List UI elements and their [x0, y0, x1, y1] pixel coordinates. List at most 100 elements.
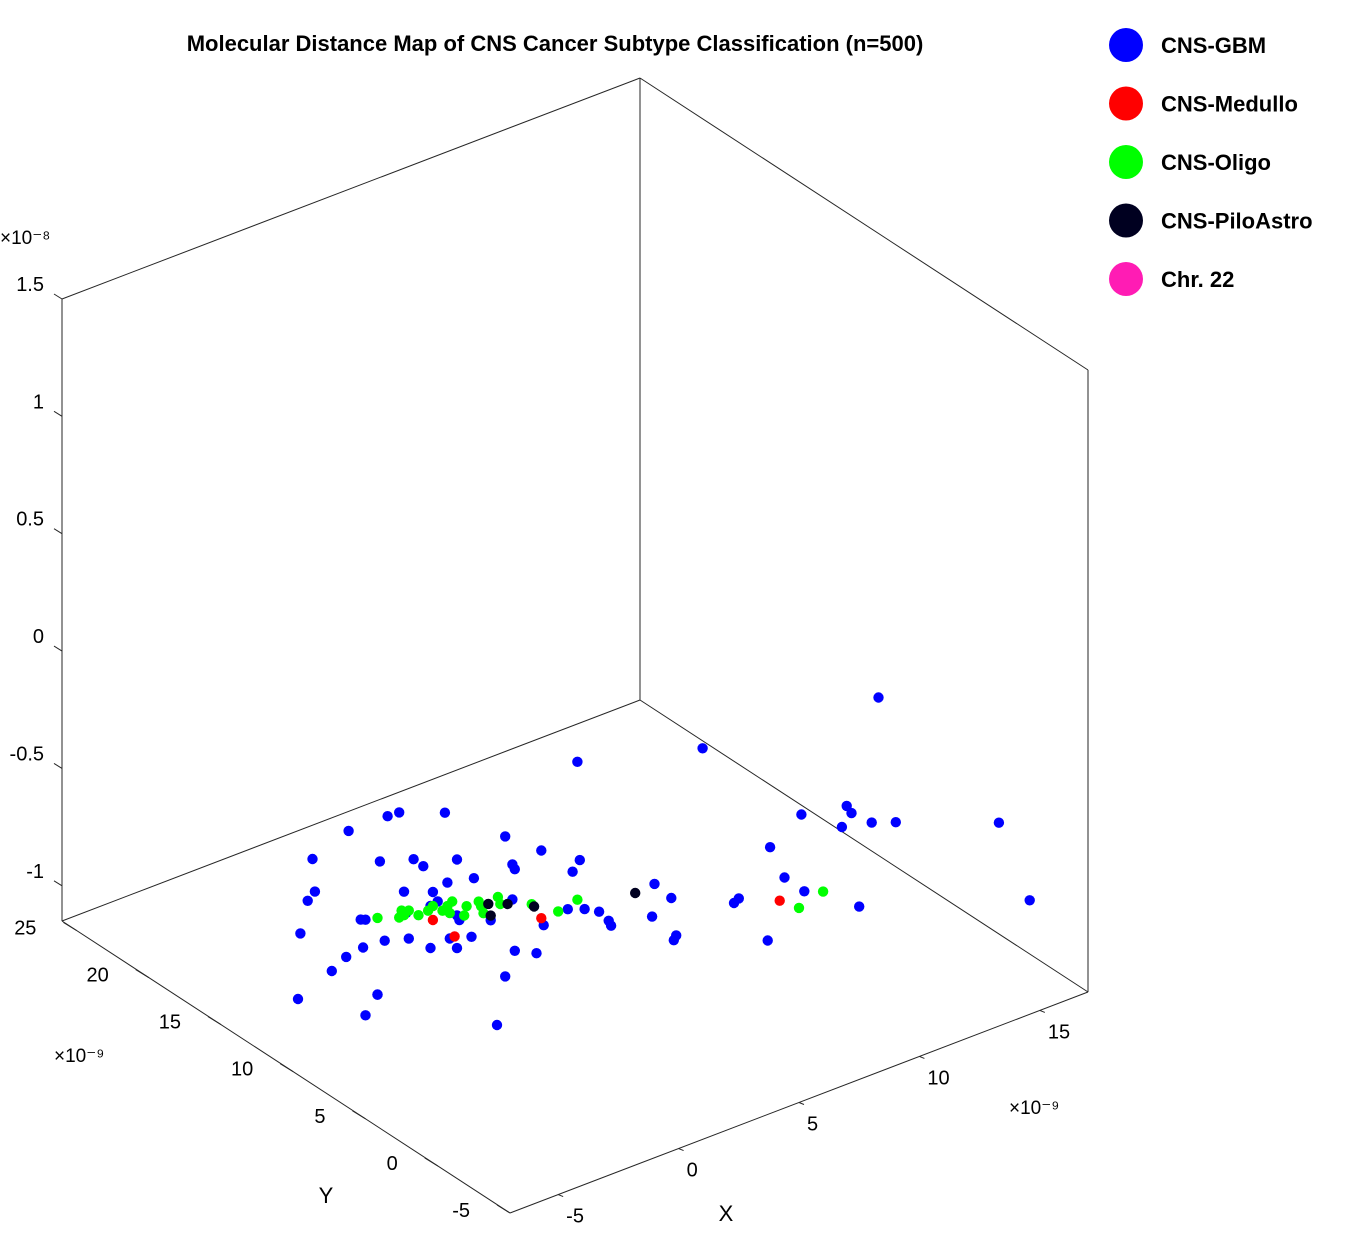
point-0-59	[292, 993, 304, 1005]
box-edge-8	[639, 77, 1089, 371]
point-0-76	[425, 942, 436, 954]
chart-title: Molecular Distance Map of CNS Cancer Sub…	[187, 31, 924, 56]
point-0-26	[394, 807, 405, 818]
point-0-61	[468, 873, 480, 884]
point-2-17	[553, 906, 564, 917]
legend-label-2: CNS-Oligo	[1161, 150, 1271, 175]
z-0.5-tick	[53, 528, 63, 535]
point-0-44	[531, 948, 542, 959]
x-0-tick-label: 0	[687, 1160, 698, 1182]
point-2-8	[444, 907, 455, 919]
point-0-74	[666, 892, 677, 904]
point-2-6	[403, 905, 414, 916]
point-0-4	[866, 817, 877, 828]
legend-label-4: Chr. 22	[1161, 267, 1234, 292]
legend-label-0: CNS-GBM	[1161, 33, 1266, 58]
point-0-25	[439, 807, 451, 818]
point-0-29	[309, 886, 321, 897]
y-15-tick-label: 15	[159, 1012, 181, 1034]
point-0-45	[536, 845, 547, 856]
point-2-23	[459, 910, 470, 921]
x-15-tick	[1039, 1009, 1046, 1013]
point-0-12	[799, 886, 810, 897]
y-0-tick	[424, 1157, 439, 1167]
point-0-52	[466, 931, 477, 942]
z-1-tick	[53, 410, 63, 417]
x-10-tick	[919, 1055, 925, 1059]
point-0-14	[728, 897, 740, 909]
z-1.5-tick-label: 1.5	[16, 274, 44, 296]
z-1.5-tick	[53, 293, 63, 300]
point-2-2	[572, 894, 583, 905]
axes-box	[61, 77, 1089, 1214]
legend-marker-1	[1109, 86, 1143, 121]
point-0-23	[307, 853, 318, 865]
y-axis-label: Y	[319, 1183, 334, 1208]
box-edge-2	[639, 699, 1089, 993]
point-3-3	[528, 901, 540, 912]
z-0-tick	[53, 645, 63, 652]
point-0-37	[379, 935, 390, 946]
y--5-tick	[496, 1204, 511, 1214]
point-0-67	[408, 854, 419, 865]
x-axis-label: X	[719, 1201, 734, 1226]
point-0-9	[796, 809, 807, 820]
point-0-2	[993, 817, 1005, 828]
point-0-70	[403, 933, 414, 944]
box-edge-7	[61, 77, 641, 300]
point-1-2	[536, 913, 547, 924]
x-axis-exponent: ×10⁻⁹	[1009, 1098, 1059, 1119]
z-axis-exponent: ×10⁻⁸	[0, 228, 50, 249]
point-0-20	[697, 743, 708, 754]
x-15-tick-label: 15	[1048, 1021, 1070, 1043]
point-0-15	[764, 842, 776, 853]
point-2-20	[413, 910, 424, 921]
axis-ticks: -5 0 5 10 15 -5 0 5 10 15 20 25 -1 -0.5 0 0.5 1 1.5	[10, 274, 1071, 1228]
point-0-38	[442, 877, 453, 888]
point-0-54	[579, 903, 590, 915]
point-0-17	[593, 906, 605, 917]
point-2-22	[473, 896, 484, 907]
box-edge-3	[61, 699, 641, 922]
legend-marker-3	[1109, 203, 1143, 238]
point-0-19	[646, 911, 658, 922]
point-0-72	[603, 915, 614, 926]
point-1-1	[427, 914, 439, 926]
z--0.5-tick-label: -0.5	[10, 743, 44, 765]
point-0-50	[357, 942, 369, 953]
y-20-tick-label: 20	[86, 965, 108, 987]
x-0-tick	[678, 1148, 684, 1152]
point-2-21	[427, 900, 439, 912]
point-0-40	[341, 951, 352, 963]
legend-marker-2	[1109, 145, 1143, 179]
point-2-16	[372, 912, 383, 924]
point-0-57	[372, 989, 383, 1000]
y-10-tick	[279, 1063, 294, 1073]
x-5-tick-label: 5	[807, 1114, 818, 1136]
y-25-tick	[63, 921, 77, 931]
point-0-0	[1024, 895, 1035, 906]
point-0-64	[574, 854, 585, 866]
z-0.5-tick-label: 0.5	[16, 509, 44, 531]
point-1-0	[774, 895, 785, 906]
x-10-tick-label: 10	[927, 1067, 949, 1089]
point-0-41	[509, 945, 520, 956]
z-0-tick-label: 0	[33, 626, 44, 648]
point-0-75	[671, 930, 682, 941]
point-0-27	[343, 825, 354, 837]
point-3-2	[485, 910, 496, 921]
point-0-28	[374, 856, 386, 867]
point-0-7	[836, 821, 848, 833]
z--1-tick-label: -1	[26, 861, 44, 883]
point-3-1	[483, 898, 494, 910]
y-5-tick	[352, 1110, 366, 1120]
point-3-4	[502, 898, 513, 910]
point-0-55	[567, 866, 578, 877]
point-0-6	[841, 800, 852, 812]
point-0-66	[451, 854, 463, 865]
point-0-21	[572, 756, 583, 767]
y--5-tick-label: -5	[452, 1200, 470, 1222]
point-0-35	[398, 886, 410, 897]
legend-marker-0	[1109, 28, 1143, 62]
